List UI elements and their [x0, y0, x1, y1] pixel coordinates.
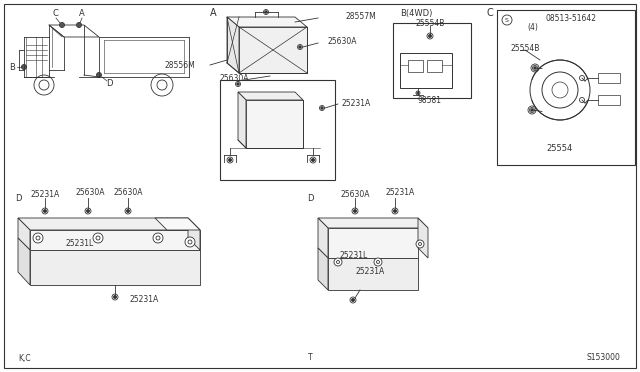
Polygon shape	[188, 218, 200, 250]
Circle shape	[351, 298, 355, 301]
Circle shape	[534, 67, 536, 69]
Text: 25630A: 25630A	[113, 187, 143, 196]
Circle shape	[127, 209, 129, 212]
Polygon shape	[30, 230, 200, 250]
Circle shape	[228, 158, 232, 161]
Circle shape	[60, 22, 65, 28]
Bar	[220, 80, 335, 180]
Circle shape	[265, 11, 268, 13]
Circle shape	[97, 73, 102, 77]
Text: S: S	[505, 17, 509, 22]
Text: 25630A: 25630A	[328, 36, 358, 45]
Text: 98581: 98581	[418, 96, 442, 105]
Text: 28556M: 28556M	[164, 61, 195, 70]
Text: A: A	[79, 9, 85, 17]
Text: 25231L: 25231L	[340, 251, 368, 260]
Text: 08513-51642: 08513-51642	[545, 13, 596, 22]
Circle shape	[44, 209, 47, 212]
Polygon shape	[328, 228, 418, 258]
Circle shape	[416, 240, 424, 248]
Circle shape	[237, 83, 239, 85]
Text: 25231A: 25231A	[30, 189, 60, 199]
Text: B(4WD): B(4WD)	[400, 9, 433, 17]
Circle shape	[86, 209, 90, 212]
Circle shape	[394, 209, 397, 212]
Polygon shape	[30, 250, 200, 285]
Text: 25630A: 25630A	[340, 189, 370, 199]
Text: 25554B: 25554B	[415, 19, 445, 28]
Text: 25231L: 25231L	[65, 238, 93, 247]
Text: 28557M: 28557M	[345, 12, 376, 20]
Bar	[408, 60, 423, 72]
Text: D: D	[15, 193, 21, 202]
Circle shape	[429, 35, 431, 38]
Polygon shape	[18, 238, 30, 285]
Text: 25630A: 25630A	[220, 74, 250, 83]
Circle shape	[113, 295, 116, 298]
Circle shape	[22, 64, 26, 70]
Circle shape	[312, 158, 314, 161]
Polygon shape	[18, 218, 30, 250]
Circle shape	[334, 258, 342, 266]
Bar	[598, 73, 620, 83]
Circle shape	[531, 109, 533, 111]
Polygon shape	[238, 92, 246, 148]
Circle shape	[417, 92, 419, 94]
Polygon shape	[155, 218, 200, 230]
Text: 25231A: 25231A	[355, 267, 384, 276]
Polygon shape	[246, 100, 303, 148]
Circle shape	[374, 258, 382, 266]
Bar	[598, 95, 620, 105]
Text: B: B	[9, 62, 15, 71]
Polygon shape	[238, 92, 303, 100]
Text: S153000: S153000	[586, 353, 620, 362]
Polygon shape	[18, 218, 200, 230]
Polygon shape	[318, 218, 428, 228]
Circle shape	[185, 237, 195, 247]
Bar	[497, 10, 635, 165]
Polygon shape	[328, 258, 418, 290]
Bar	[400, 53, 452, 88]
Polygon shape	[239, 27, 307, 73]
Polygon shape	[227, 17, 239, 73]
Circle shape	[77, 22, 81, 28]
Circle shape	[299, 46, 301, 48]
Text: (4): (4)	[527, 22, 538, 32]
Text: C: C	[486, 8, 493, 18]
Circle shape	[321, 107, 323, 109]
Text: 25231A: 25231A	[130, 295, 159, 304]
Circle shape	[33, 233, 43, 243]
Text: D: D	[106, 78, 112, 87]
Text: K,C: K,C	[18, 353, 31, 362]
Text: 25630A: 25630A	[76, 187, 105, 196]
Polygon shape	[318, 218, 328, 258]
Circle shape	[93, 233, 103, 243]
Bar	[393, 23, 471, 98]
Text: A: A	[210, 8, 216, 18]
Bar	[427, 60, 442, 72]
Text: 25554B: 25554B	[511, 44, 540, 52]
Polygon shape	[318, 248, 328, 290]
Text: 25231A: 25231A	[385, 187, 415, 196]
Text: D: D	[307, 193, 313, 202]
Polygon shape	[227, 17, 307, 27]
Text: 25231A: 25231A	[342, 99, 371, 108]
Text: C: C	[52, 9, 58, 17]
Circle shape	[353, 209, 356, 212]
Text: 25554: 25554	[547, 144, 573, 153]
Polygon shape	[418, 218, 428, 258]
Text: T: T	[308, 353, 312, 362]
Circle shape	[153, 233, 163, 243]
